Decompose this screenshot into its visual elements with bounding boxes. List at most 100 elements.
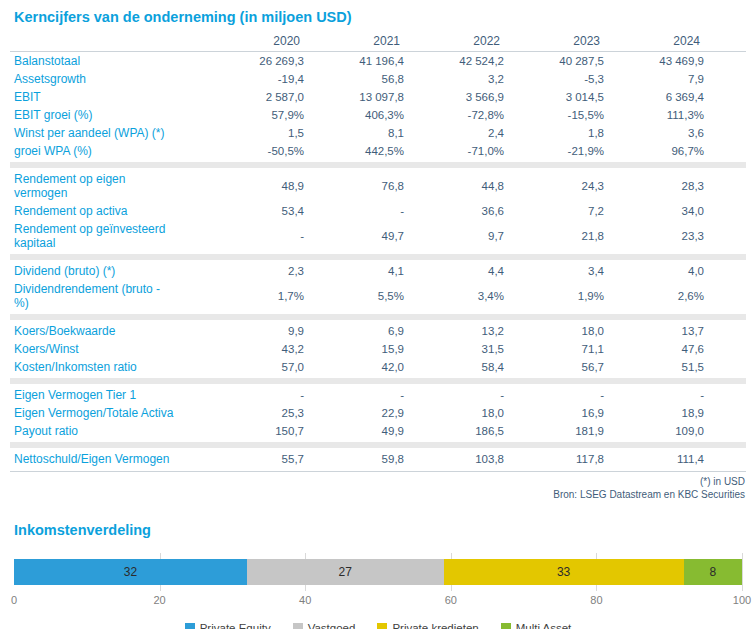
year-header: 2024 [600, 34, 700, 48]
year-header: 2023 [500, 34, 600, 48]
gridline [742, 553, 743, 591]
row-value: 3,4 [504, 265, 604, 277]
bar-segment: 32 [14, 559, 247, 585]
row-value: 2,4 [404, 127, 504, 139]
row-value: 42 524,2 [404, 55, 504, 67]
row-value: - [604, 389, 704, 401]
table-row: Rendement op activa53,4-36,67,234,0 [10, 202, 746, 220]
row-value: 13 097,8 [304, 91, 404, 103]
row-value: 5,5% [304, 290, 404, 302]
row-value: 3,2 [404, 73, 504, 85]
row-label: Koers/Boekwaarde [10, 324, 204, 338]
footnote-usd: (*) in USD [10, 475, 745, 488]
row-value: 48,9 [204, 180, 304, 192]
x-tick-label: 100 [733, 594, 751, 606]
row-value: -50,5% [204, 145, 304, 157]
legend-item: Multi Asset [501, 622, 572, 629]
x-axis: 020406080100 [14, 594, 742, 609]
income-distribution-chart: 3227338 [14, 553, 742, 591]
row-label: EBIT [10, 90, 204, 104]
table-row: Koers/Boekwaarde9,96,913,218,013,7 [10, 322, 746, 340]
row-value: 58,4 [404, 361, 504, 373]
row-value: 1,7% [204, 290, 304, 302]
row-value: 181,9 [504, 425, 604, 437]
row-value: 4,1 [304, 265, 404, 277]
row-value: 26 269,3 [204, 55, 304, 67]
row-label: Winst per aandeel (WPA) (*) [10, 126, 204, 140]
legend-swatch [185, 623, 195, 629]
chart-title: Inkomstenverdeling [10, 513, 746, 547]
row-value: 8,1 [304, 127, 404, 139]
x-tick-label: 0 [11, 594, 17, 606]
row-value: 3,6 [604, 127, 704, 139]
row-value: 6 369,4 [604, 91, 704, 103]
row-value: 57,0 [204, 361, 304, 373]
legend-label: Private Equity [200, 622, 271, 629]
row-value: 57,9% [204, 109, 304, 121]
row-value: 1,5 [204, 127, 304, 139]
row-value: 31,5 [404, 343, 504, 355]
stacked-bar: 3227338 [14, 559, 742, 585]
x-tick-label: 80 [590, 594, 602, 606]
row-value: - [204, 230, 304, 242]
table-footnotes: (*) in USD Bron: LSEG Datastream en KBC … [10, 475, 746, 501]
table-row: Rendement op geïnvesteerd kapitaal-49,79… [10, 220, 746, 252]
row-value: 3,4% [404, 290, 504, 302]
row-value: 1,8 [504, 127, 604, 139]
legend-item: Vastgoed [293, 622, 356, 629]
row-label: groei WPA (%) [10, 144, 204, 158]
row-value: 47,6 [604, 343, 704, 355]
table-row: Eigen Vermogen/Totale Activa25,322,918,0… [10, 404, 746, 422]
row-value: 150,7 [204, 425, 304, 437]
table-row: Nettoschuld/Eigen Vermogen55,759,8103,81… [10, 450, 746, 468]
row-value: 9,9 [204, 325, 304, 337]
row-label: Dividendrendement (bruto - %) [10, 282, 204, 310]
x-tick-label: 20 [153, 594, 165, 606]
row-value: 51,5 [604, 361, 704, 373]
row-value: 13,2 [404, 325, 504, 337]
row-value: 43 469,9 [604, 55, 704, 67]
table-title: Kerncijfers van de onderneming (in miljo… [10, 0, 746, 34]
row-value: 18,9 [604, 407, 704, 419]
chart-legend: Private Equity Vastgoed Private kredieten M… [10, 622, 746, 629]
row-label: Rendement op geïnvesteerd kapitaal [10, 222, 204, 250]
legend-swatch [293, 623, 303, 629]
row-label: Balanstotaal [10, 54, 204, 68]
row-value: 3 566,9 [404, 91, 504, 103]
report-section: Kerncijfers van de onderneming (in miljo… [0, 0, 756, 629]
row-value: 2 587,0 [204, 91, 304, 103]
row-value: 53,4 [204, 205, 304, 217]
row-value: 96,7% [604, 145, 704, 157]
section-separator [10, 378, 746, 384]
row-value: 59,8 [304, 453, 404, 465]
table-row: Dividend (bruto) (*)2,34,14,43,44,0 [10, 262, 746, 280]
row-value: -72,8% [404, 109, 504, 121]
table-row: EBIT groei (%)57,9%406,3%-72,8%-15,5%111… [10, 106, 746, 124]
row-value: 21,8 [504, 230, 604, 242]
bar-segment: 27 [247, 559, 444, 585]
row-value: - [204, 389, 304, 401]
row-value: 56,7 [504, 361, 604, 373]
year-header: 2020 [200, 34, 300, 48]
row-value: 22,9 [304, 407, 404, 419]
legend-label: Private kredieten [392, 622, 478, 629]
legend-swatch [501, 623, 511, 629]
row-value: 117,8 [504, 453, 604, 465]
table-row: Assetsgrowth-19,456,83,2-5,37,9 [10, 70, 746, 88]
row-value: 43,2 [204, 343, 304, 355]
row-value: 40 287,5 [504, 55, 604, 67]
row-value: -19,4 [204, 73, 304, 85]
year-header: 2021 [300, 34, 400, 48]
row-label: Koers/Winst [10, 342, 204, 356]
x-tick-label: 60 [445, 594, 457, 606]
row-value: 2,6% [604, 290, 704, 302]
row-value: 406,3% [304, 109, 404, 121]
table-row: Payout ratio150,749,9186,5181,9109,0 [10, 422, 746, 440]
row-value: 71,1 [504, 343, 604, 355]
section-separator [10, 314, 746, 320]
row-value: 55,7 [204, 453, 304, 465]
row-label: Nettoschuld/Eigen Vermogen [10, 452, 204, 466]
row-value: -21,9% [504, 145, 604, 157]
row-value: 42,0 [304, 361, 404, 373]
row-value: -15,5% [504, 109, 604, 121]
